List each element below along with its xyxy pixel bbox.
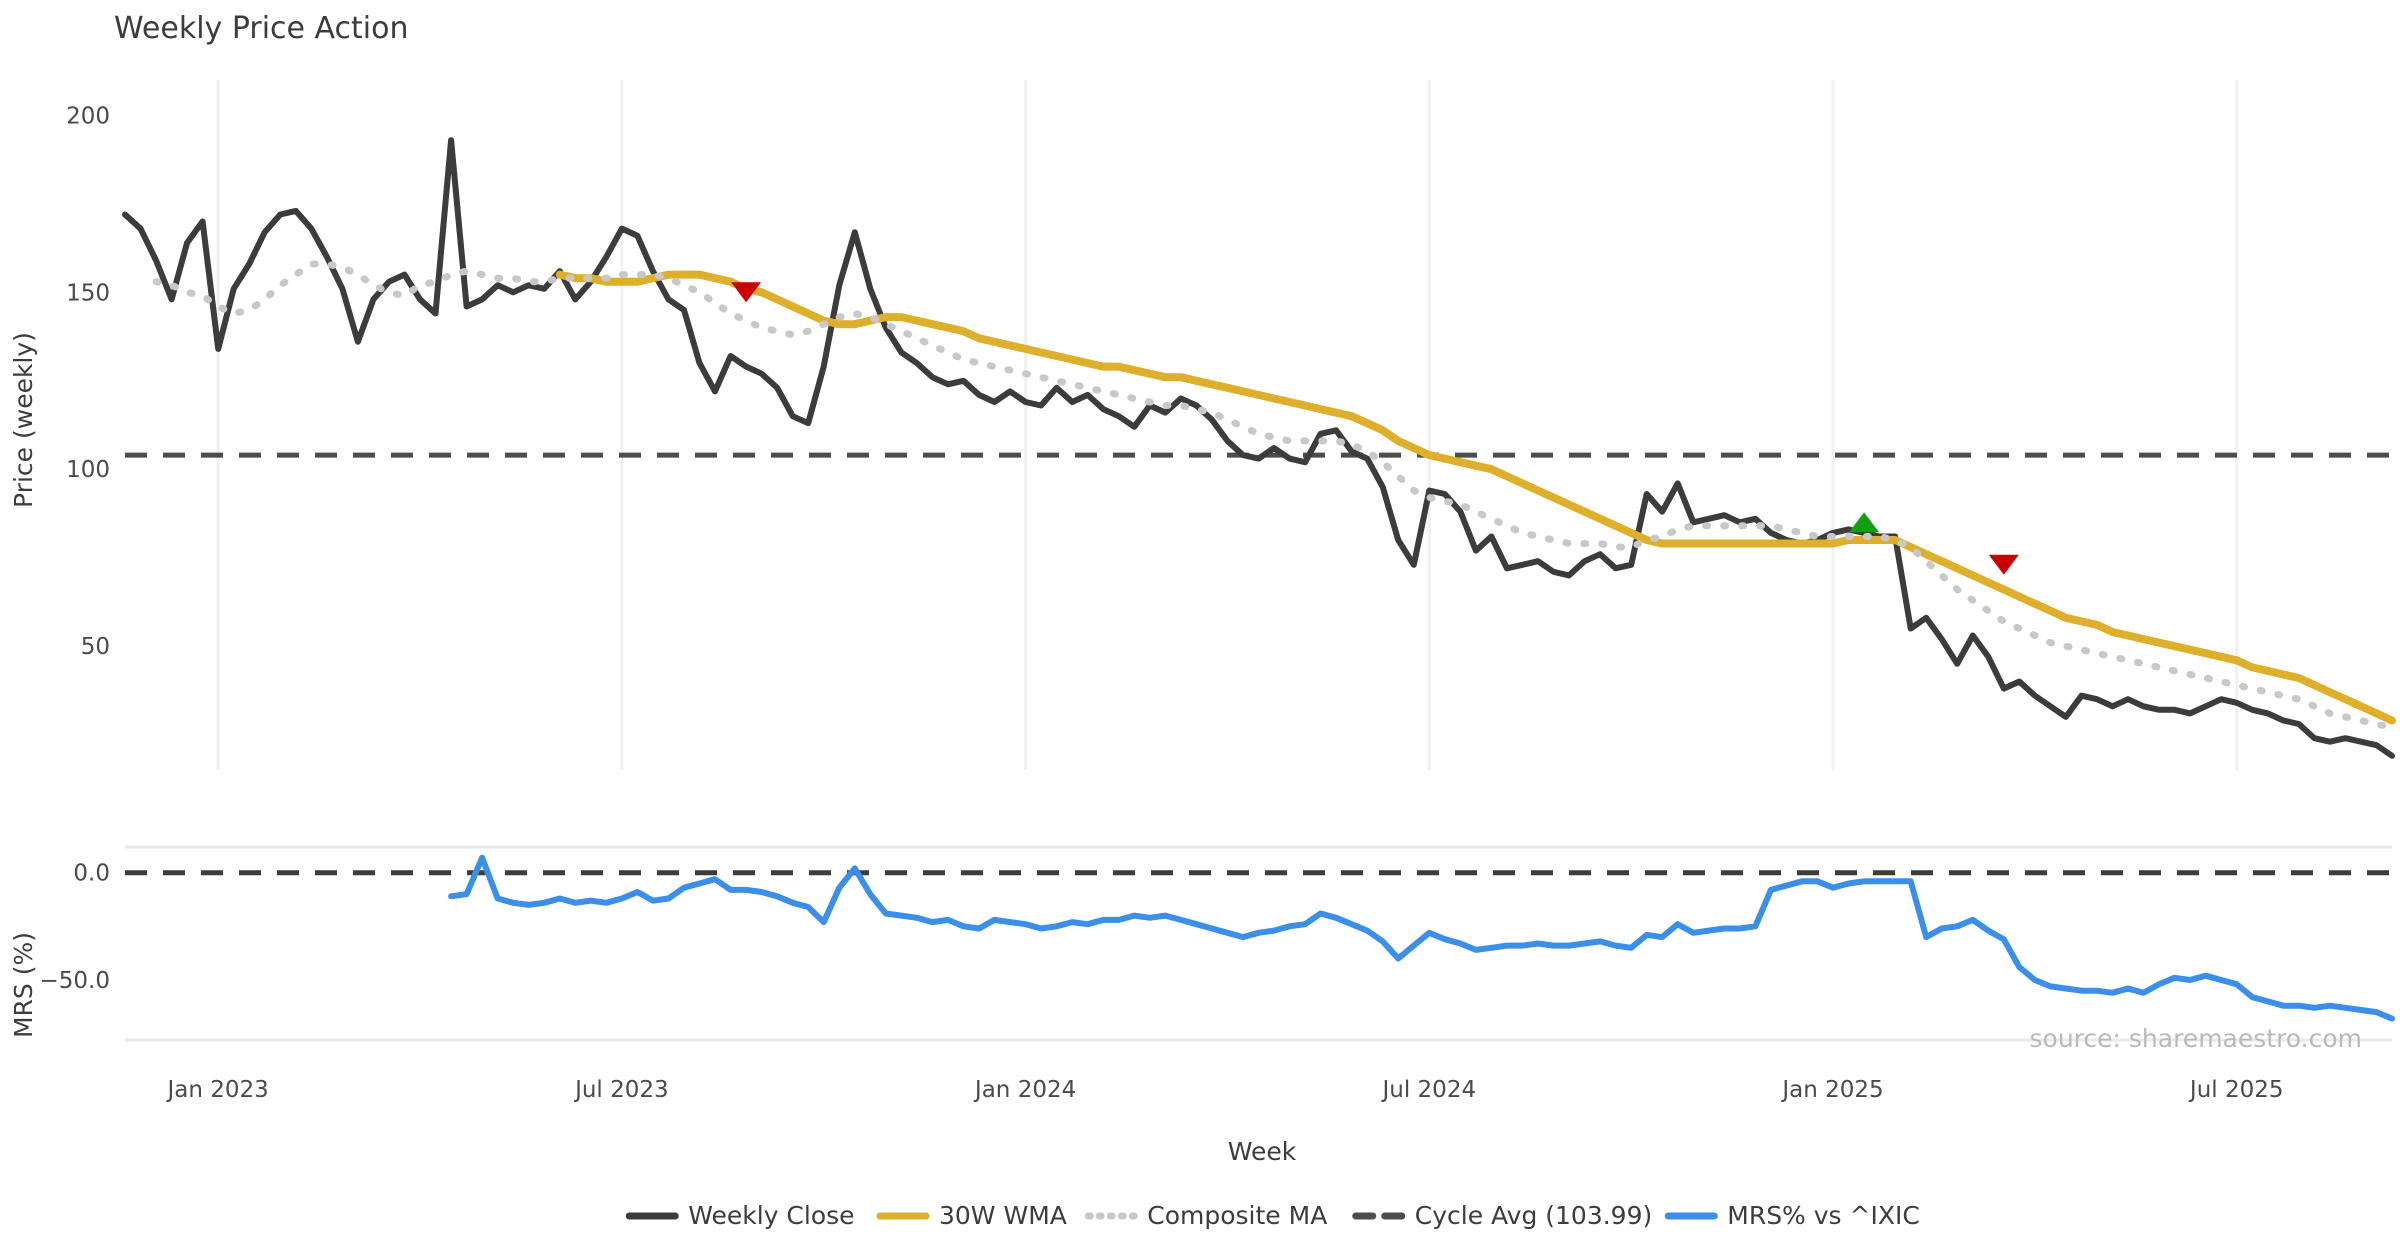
series-line-mrs-vs-ixic: [448, 854, 2395, 1022]
legend-item[interactable]: Composite MA: [1084, 1201, 1327, 1230]
price-y-tick-label: 150: [66, 280, 110, 306]
legend-label: MRS% vs ^IXIC: [1727, 1201, 1920, 1230]
series-line-composite-ma: [152, 260, 2396, 731]
x-tick-label: Jan 2024: [973, 1077, 1076, 1103]
legend-item[interactable]: 30W WMA: [876, 1201, 1067, 1230]
price-axis-label: Price (weekly): [9, 332, 38, 508]
x-axis-label: Week: [1228, 1137, 1297, 1166]
legend-item[interactable]: Cycle Avg (103.99): [1352, 1201, 1653, 1230]
x-tick-label: Jul 2023: [573, 1077, 669, 1103]
legend-label: Cycle Avg (103.99): [1415, 1201, 1653, 1230]
sell-marker[interactable]: [1988, 554, 2019, 575]
series-line-30w-wma: [555, 270, 2396, 725]
source-watermark: source: sharemaestro.com: [2030, 1024, 2363, 1053]
mrs-y-axis-ticks: −50.0 0.0: [40, 861, 110, 994]
legend-label: 30W WMA: [939, 1201, 1067, 1230]
legend-label: Composite MA: [1147, 1201, 1327, 1230]
chart-legend: Weekly Close 30W WMA Composite MA Cycle Avg…: [625, 1201, 1920, 1230]
legend-item[interactable]: MRS% vs ^IXIC: [1664, 1201, 1920, 1230]
x-tick-label: Jan 2023: [166, 1077, 269, 1103]
legend-label: Weekly Close: [688, 1201, 854, 1230]
data-series-lines: [122, 137, 2396, 1022]
x-axis-ticks: Jan 2023 Jul 2023 Jan 2024 Jul 2024 Jan 2025…: [166, 1077, 2284, 1103]
chart-title: Weekly Price Action: [114, 11, 409, 46]
trade-markers: [731, 282, 2019, 575]
series-line-weekly-close: [122, 137, 2395, 759]
grid-lines: [125, 80, 2392, 1042]
mrs-axis-label: MRS (%): [9, 932, 38, 1038]
legend-item[interactable]: Weekly Close: [625, 1201, 855, 1230]
price-y-axis-ticks: 50 100 150 200: [66, 103, 110, 660]
mrs-y-tick-label: −50.0: [40, 968, 110, 994]
sell-marker[interactable]: [731, 282, 762, 303]
price-y-tick-label: 100: [66, 457, 110, 483]
mrs-y-tick-label: 0.0: [73, 861, 110, 887]
price-y-tick-label: 50: [81, 634, 110, 660]
price-y-tick-label: 200: [66, 103, 110, 129]
buy-marker[interactable]: [1849, 512, 1880, 533]
x-tick-label: Jul 2025: [2188, 1077, 2284, 1103]
x-tick-label: Jan 2025: [1780, 1077, 1883, 1103]
x-tick-label: Jul 2024: [1380, 1077, 1476, 1103]
